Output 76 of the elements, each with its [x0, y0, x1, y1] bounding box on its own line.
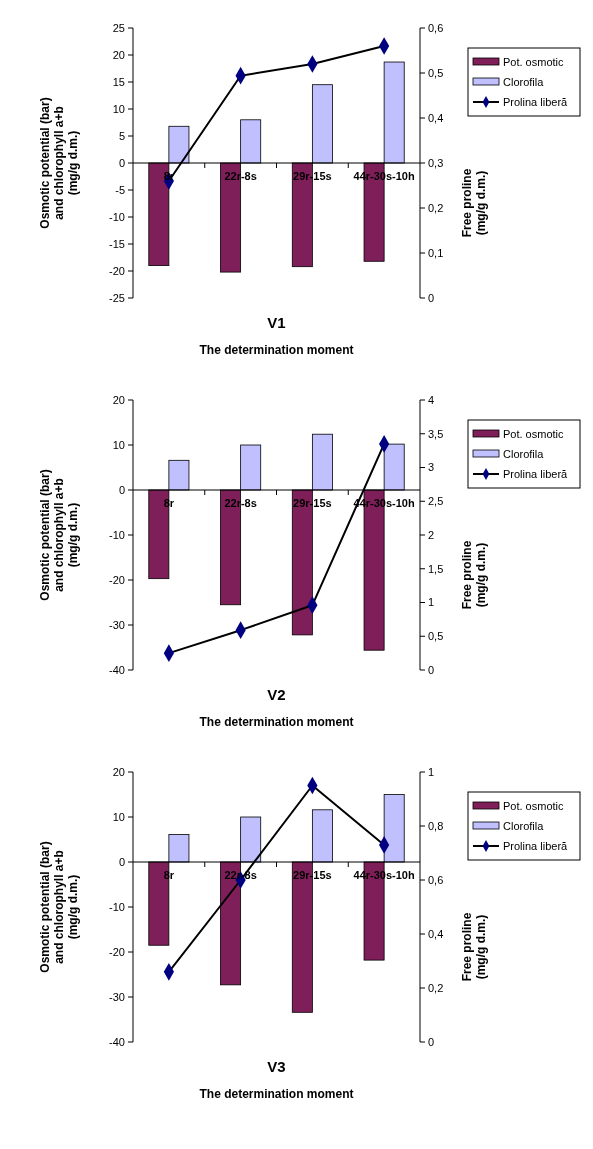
- y2-tick-label: 0,6: [428, 21, 444, 34]
- y-tick-label: -10: [109, 528, 125, 541]
- x-axis-title: The determination moment: [199, 343, 354, 357]
- y-axis-title: Osmotic potential (bar) and chlorophyll a+b (mg/g d.m.): [37, 469, 81, 601]
- x-tick-label: 29r-15s: [293, 869, 332, 881]
- y2-axis-title: Free proline (mg/g d.m.): [459, 168, 489, 238]
- x-tick-label: 22r-8s: [224, 170, 257, 182]
- x-tick-label: 8r: [163, 869, 175, 881]
- y2-tick-label: 1,5: [428, 562, 444, 575]
- y2-tick-label: 0,5: [428, 630, 444, 643]
- legend-label: Prolina liberă: [503, 467, 569, 480]
- x-tick-label: 22r-8s: [224, 869, 257, 881]
- x-tick-label: 29r-15s: [293, 170, 332, 182]
- legend-label: Pot. osmotic: [503, 55, 565, 68]
- x-axis-title: The determination moment: [199, 1087, 354, 1101]
- y-tick-label: 10: [112, 102, 125, 115]
- y2-axis-title: Free proline (mg/g d.m.): [459, 912, 489, 982]
- x-tick-label: 8r: [163, 497, 175, 509]
- x-axis-title: The determination moment: [199, 715, 354, 729]
- legend-label: Clorofila: [503, 447, 545, 460]
- legend-label: Prolina liberă: [503, 839, 569, 852]
- y2-tick-label: 0,2: [428, 201, 444, 214]
- y-tick-label: -40: [109, 1035, 125, 1048]
- legend-label: Pot. osmotic: [503, 799, 565, 812]
- y-tick-label: -15: [109, 237, 125, 250]
- y-tick-label: 0: [118, 156, 125, 169]
- y2-tick-label: 0,6: [428, 873, 444, 886]
- y-tick-label: -10: [109, 900, 125, 913]
- text: V2: [267, 686, 286, 703]
- legend-label: Prolina liberă: [503, 95, 569, 108]
- y2-tick-label: 2: [428, 528, 435, 541]
- y-tick-label: -20: [109, 573, 125, 586]
- y2-tick-label: 0,2: [428, 981, 444, 994]
- text: V3: [267, 1058, 286, 1075]
- y-tick-label: 25: [112, 21, 125, 34]
- y2-tick-label: 0,3: [428, 156, 444, 169]
- y-tick-label: 0: [118, 855, 125, 868]
- y2-tick-label: 0: [428, 663, 435, 676]
- y2-tick-label: 3,5: [428, 427, 444, 440]
- y-tick-label: -40: [109, 663, 125, 676]
- y2-tick-label: 2,5: [428, 495, 444, 508]
- y2-tick-label: 0,4: [428, 111, 444, 124]
- legend-label: Pot. osmotic: [503, 427, 565, 440]
- y-tick-label: 20: [112, 48, 125, 61]
- y-tick-label: -25: [109, 291, 125, 304]
- x-tick-label: 29r-15s: [293, 497, 332, 509]
- y2-tick-label: 4: [428, 393, 435, 406]
- y-tick-label: -20: [109, 945, 125, 958]
- y2-tick-label: 0,4: [428, 927, 444, 940]
- y-tick-label: -20: [109, 264, 125, 277]
- y-tick-label: 10: [112, 810, 125, 823]
- y2-axis-title: Free proline (mg/g d.m.): [459, 540, 489, 610]
- y-tick-label: 0: [118, 483, 125, 496]
- y-tick-label: -5: [115, 183, 125, 196]
- x-tick-label: 22r-8s: [224, 497, 257, 509]
- y-tick-label: 10: [112, 438, 125, 451]
- y-tick-label: 15: [112, 75, 125, 88]
- y2-tick-label: 1: [428, 765, 435, 778]
- y2-tick-label: 3: [428, 461, 435, 474]
- y-axis-title: Osmotic potential (bar) and chlorophyll a+b (mg/g d.m.): [37, 97, 81, 229]
- y2-tick-label: 0: [428, 291, 435, 304]
- y-tick-label: 20: [112, 393, 125, 406]
- y-tick-label: -10: [109, 210, 125, 223]
- y2-tick-label: 0,8: [428, 819, 444, 832]
- legend-label: Clorofila: [503, 819, 545, 832]
- y-tick-label: 20: [112, 765, 125, 778]
- y-tick-label: 5: [118, 129, 125, 142]
- legend-label: Clorofila: [503, 75, 545, 88]
- y2-tick-label: 1: [428, 596, 435, 609]
- text: V1: [267, 314, 286, 331]
- y-tick-label: -30: [109, 618, 125, 631]
- y2-tick-label: 0,1: [428, 246, 444, 259]
- y2-tick-label: 0: [428, 1035, 435, 1048]
- y-tick-label: -30: [109, 990, 125, 1003]
- y-axis-title: Osmotic potential (bar) and chlorophyll a+b (mg/g d.m.): [37, 841, 81, 973]
- y2-tick-label: 0,5: [428, 66, 444, 79]
